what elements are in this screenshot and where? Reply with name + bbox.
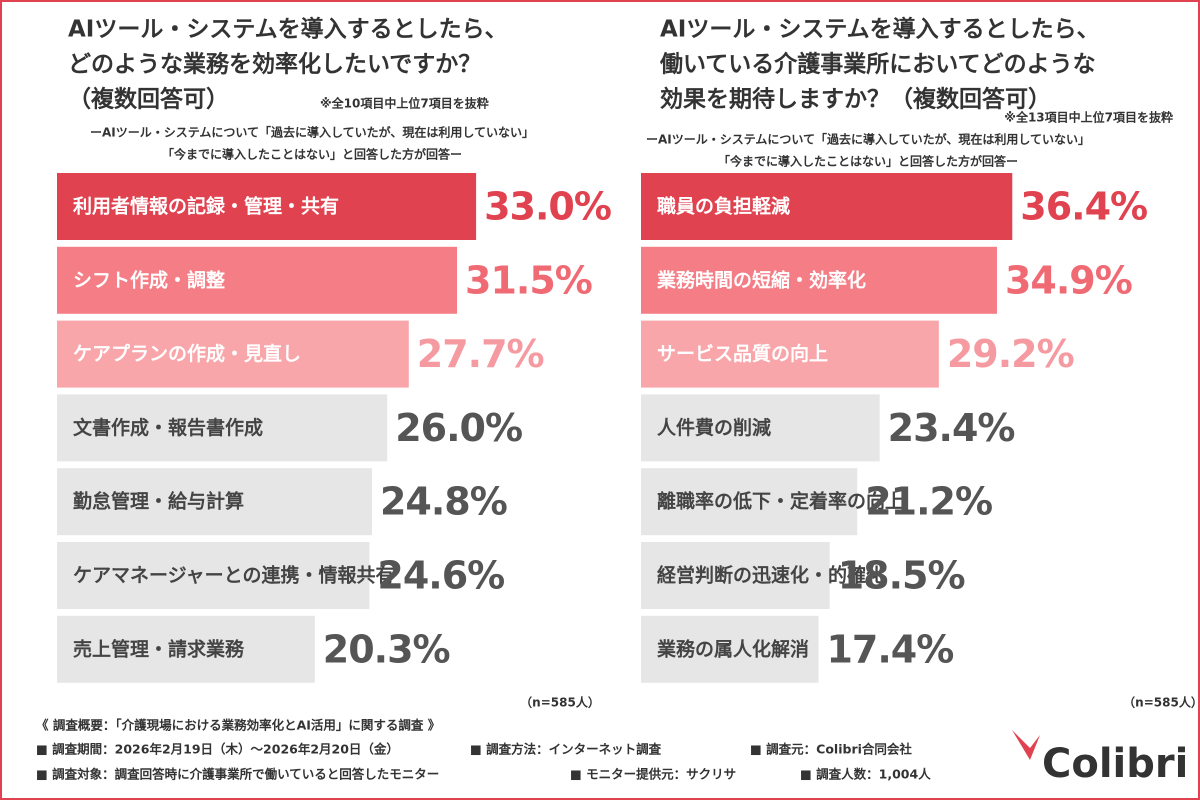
chart-title: （複数回答可）	[68, 86, 229, 113]
bar	[641, 394, 880, 462]
chart-title: どのような業務を効率化したいですか？	[68, 51, 481, 78]
value-label: 36.4%	[1020, 185, 1147, 229]
category-label: 業務の属人化解消	[656, 637, 809, 660]
bar	[57, 173, 477, 240]
sample-size: （n=585人）	[520, 695, 600, 710]
value-label: 26.0%	[395, 406, 522, 450]
footer-item: ■ 調査人数：1,004人	[800, 767, 931, 782]
logo-icon	[1012, 730, 1040, 760]
footer-item: ■ 調査期間：2026年2月19日（木）～2026年2月20日（金）	[36, 742, 399, 757]
category-label: 売上管理・請求業務	[73, 637, 245, 660]
value-label: 20.3%	[323, 627, 450, 671]
value-label: 27.7%	[417, 332, 544, 376]
bar	[57, 468, 372, 536]
value-label: 18.5%	[838, 554, 965, 598]
bar	[57, 615, 315, 683]
value-label: 23.4%	[888, 406, 1015, 450]
value-label: 33.0%	[484, 185, 611, 229]
category-label: 離職率の低下・定着率の向上	[657, 490, 904, 513]
value-label: 24.8%	[380, 480, 507, 524]
value-label: 24.6%	[377, 554, 504, 598]
category-label: サービス品質の向上	[657, 342, 828, 365]
bar	[57, 542, 370, 609]
category-label: シフト作成・調整	[73, 268, 225, 291]
bar	[57, 320, 409, 388]
category-label: 職員の負担軽減	[657, 195, 790, 218]
value-label: 34.9%	[1005, 258, 1132, 302]
category-label: 人件費の削減	[657, 416, 771, 439]
category-label: 経営判断の迅速化・的確化	[657, 564, 885, 587]
footer-item: ■ モニター提供元：サクリサ	[570, 767, 736, 782]
bar	[57, 394, 388, 462]
category-label: ケアプランの作成・見直し	[73, 342, 301, 365]
category-label: 勤怠管理・給与計算	[73, 490, 244, 513]
chart-title: 効果を期待しますか？（複数回答可）	[660, 86, 1051, 113]
value-label: 21.2%	[865, 480, 992, 524]
subtitle: 「今までに導入したことはない」と回答した方が回答ー	[718, 154, 1018, 169]
category-label: ケアマネージャーとの連携・情報共有	[73, 564, 394, 587]
bar	[641, 246, 997, 314]
category-label: 文書作成・報告書作成	[73, 416, 263, 439]
category-label: 業務時間の短縮・効率化	[656, 268, 866, 291]
footer-item: ■ 調査元：Colibri合同会社	[750, 742, 912, 757]
logo: Colibri	[1042, 741, 1188, 787]
subtitle: ーAIツール・システムについて「過去に導入していたが、現在は利用していない」	[90, 125, 534, 140]
sample-size: （n=585人）	[1123, 695, 1200, 710]
note: ※全13項目中上位7項目を抜粋	[1004, 110, 1173, 125]
footer-heading: 《 調査概要：「介護現場における業務効率化とAI活用」に関する調査 》	[36, 718, 440, 733]
subtitle: ーAIツール・システムについて「過去に導入していたが、現在は利用していない」	[646, 132, 1090, 147]
bar	[641, 615, 819, 683]
chart-title: AIツール・システムを導入するとしたら、	[660, 16, 1100, 43]
bar	[641, 320, 939, 388]
value-label: 17.4%	[826, 627, 953, 671]
value-label: 31.5%	[465, 258, 592, 302]
bar	[641, 173, 1013, 240]
bar	[641, 468, 858, 536]
footer-item: ■ 調査対象：調査回答時に介護事業所で働いていると回答したモニター	[36, 767, 439, 782]
bar	[57, 246, 458, 314]
note: ※全10項目中上位7項目を抜粋	[320, 96, 489, 111]
category-label: 利用者情報の記録・管理・共有	[73, 195, 339, 218]
value-label: 29.2%	[947, 332, 1074, 376]
footer-item: ■ 調査方法：インターネット調査	[470, 742, 662, 757]
bar	[641, 542, 830, 609]
chart-title: 働いている介護事業所においてどのような	[659, 51, 1096, 78]
chart-title: AIツール・システムを導入するとしたら、	[68, 16, 508, 43]
subtitle: 「今までに導入したことはない」と回答した方が回答ー	[162, 147, 462, 162]
